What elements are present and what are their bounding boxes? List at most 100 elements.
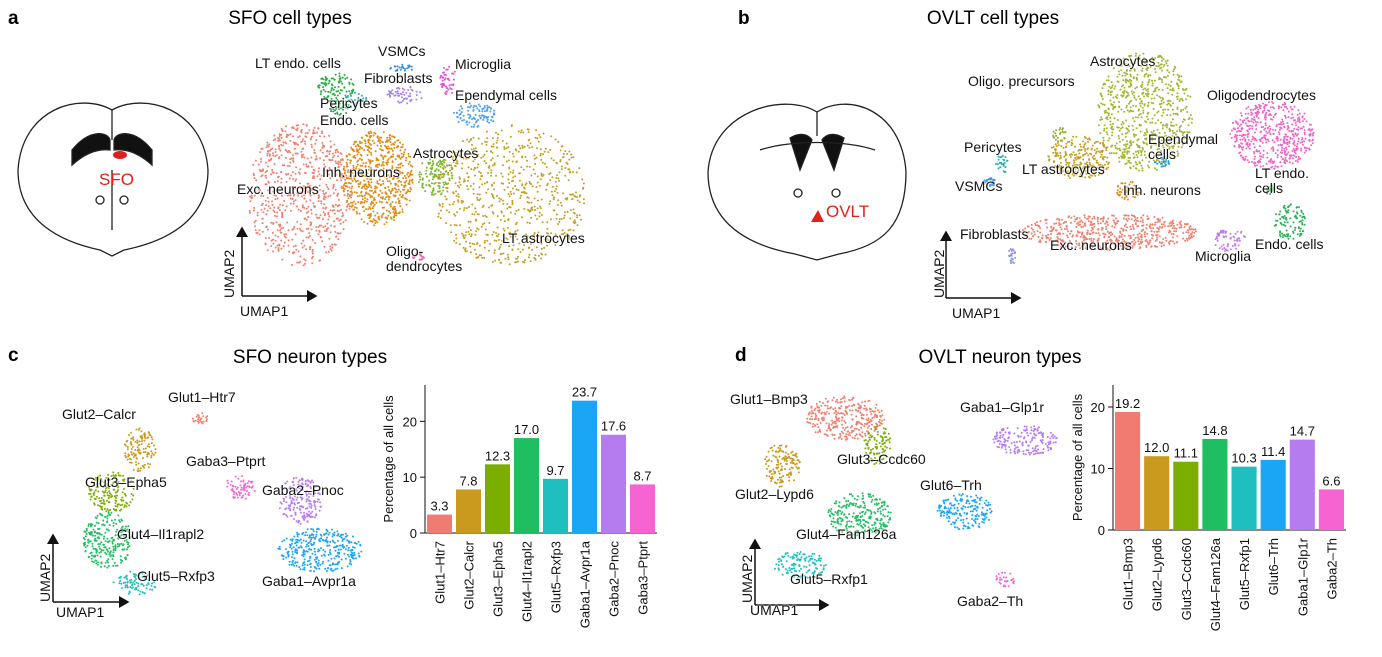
cell-point [1283, 161, 1286, 164]
cell-point [1186, 222, 1189, 225]
cell-point [1158, 95, 1161, 98]
cell-point [461, 140, 464, 143]
cell-point [1008, 249, 1011, 252]
cell-point [335, 173, 338, 176]
cell-point [1106, 133, 1109, 136]
cell-point [509, 190, 512, 193]
cell-point [401, 99, 404, 102]
cell-point [437, 215, 440, 218]
cell-point [1159, 121, 1162, 124]
cell-point [301, 204, 304, 207]
cell-point [474, 121, 477, 124]
cell-point [1186, 229, 1189, 232]
cell-point [1102, 232, 1105, 235]
cell-point [465, 231, 468, 234]
cell-point [350, 106, 353, 109]
cell-point [1240, 127, 1243, 130]
cell-point [512, 192, 515, 195]
cell-point [1167, 225, 1170, 228]
cell-point [1116, 97, 1119, 100]
cell-point [357, 151, 360, 154]
cell-point [557, 199, 560, 202]
cell-point [1300, 149, 1303, 152]
cell-point [1141, 169, 1144, 172]
cell-point [310, 165, 313, 168]
cell-point [1065, 153, 1068, 156]
cell-point [443, 183, 446, 186]
cell-point [1280, 106, 1283, 109]
cell-point [517, 208, 520, 211]
cell-point [1146, 112, 1149, 115]
cell-point [331, 169, 334, 172]
cell-point [521, 146, 524, 149]
cell-point [1045, 241, 1048, 244]
cell-point [519, 147, 522, 150]
cell-point [540, 257, 543, 260]
cell-point [286, 151, 289, 154]
cell-point [1062, 232, 1065, 235]
cell-point [314, 242, 316, 245]
cell-point [580, 218, 583, 221]
cell-point [1303, 140, 1306, 143]
cell-point [1151, 84, 1154, 87]
cell-point [1054, 138, 1057, 141]
cell-point [486, 130, 488, 133]
cell-point [1137, 151, 1140, 154]
cell-point [1129, 106, 1132, 109]
cell-point [458, 113, 461, 116]
cell-point [455, 153, 458, 156]
cell-point [528, 253, 531, 256]
cell-point [1083, 223, 1086, 226]
cell-point [1304, 137, 1307, 140]
cell-point [1163, 244, 1165, 247]
cell-point [291, 263, 293, 266]
cell-point [1266, 126, 1269, 129]
cell-point [370, 143, 373, 146]
cell-point [472, 125, 475, 128]
cell-point [310, 228, 313, 231]
cell-point [347, 193, 349, 195]
cell-point [344, 219, 347, 222]
cell-point [373, 203, 376, 206]
cell-point [1124, 78, 1127, 81]
cell-point [1161, 216, 1164, 219]
cell-point [1248, 120, 1251, 123]
cell-point [1248, 143, 1251, 145]
cell-point [386, 136, 389, 139]
cell-point [265, 161, 267, 164]
cell-point [1165, 239, 1168, 242]
cell-point [500, 172, 503, 175]
cell-point [493, 163, 496, 166]
cell-point [1163, 221, 1166, 223]
cell-point [1151, 79, 1153, 82]
cell-point [1229, 237, 1232, 240]
cell-point [1143, 231, 1146, 234]
cell-point [266, 152, 269, 155]
cell-point [329, 91, 332, 94]
cell-point [368, 193, 371, 196]
cell-point [481, 183, 484, 186]
cell-point [389, 141, 392, 144]
cell-point [268, 154, 271, 157]
cell-point [342, 184, 345, 187]
cell-point [540, 214, 543, 216]
cell-point [1125, 127, 1128, 130]
cell-point [503, 148, 506, 150]
cell-point [267, 205, 270, 208]
cell-point [312, 202, 315, 205]
cell-point [329, 245, 332, 248]
cell-point [1147, 101, 1150, 104]
cell-point [336, 232, 339, 234]
cell-point [1150, 101, 1153, 104]
cell-point [439, 171, 442, 174]
cell-point [473, 248, 476, 251]
cell-point [1079, 145, 1082, 148]
cell-point [1279, 210, 1282, 213]
cell-point [486, 239, 489, 242]
cell-point [1147, 90, 1150, 93]
cell-point [391, 160, 394, 163]
cell-point [366, 192, 369, 195]
cell-point [352, 88, 355, 91]
cell-point [277, 191, 280, 194]
cell-point [341, 215, 344, 218]
